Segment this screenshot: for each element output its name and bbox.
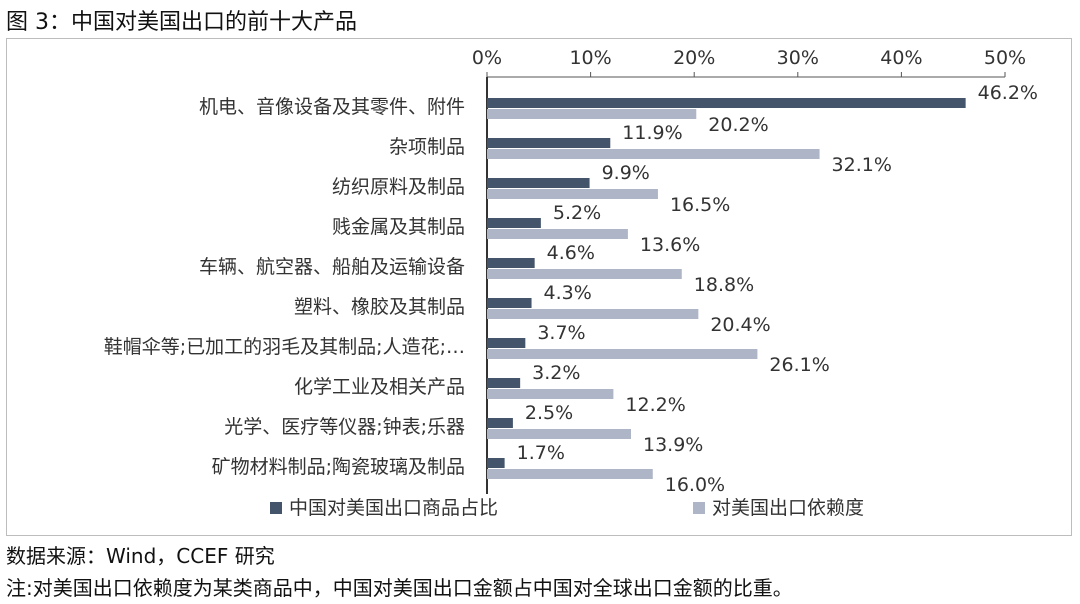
category-label: 纺织原料及制品 (332, 176, 465, 198)
data-label-dependence: 20.2% (708, 114, 768, 136)
category-label: 杂项制品 (389, 136, 465, 158)
bar-share (487, 138, 611, 148)
bar-chart: 0% 10% 20% 30% 40% 50% 机电、音像设备及其零件、附件 46.2% 20.2… (104, 47, 1038, 519)
category-label: 光学、医疗等仪器;钟表;乐器 (224, 416, 465, 438)
data-label-dependence: 18.8% (694, 274, 754, 296)
footnote: 注:对美国出口依赖度为某类商品中，中国对美国出口金额占中国对全球出口金额的比重。 (6, 576, 793, 600)
bar-dependence (487, 229, 628, 239)
x-tick-label: 30% (777, 47, 819, 69)
data-label-dependence: 32.1% (832, 154, 892, 176)
bar-dependence (487, 189, 658, 199)
legend-label-dependence: 对美国出口依赖度 (712, 497, 864, 519)
x-tick-label: 20% (673, 47, 715, 69)
bar-share (487, 338, 526, 348)
data-label-share: 3.7% (537, 322, 585, 344)
category-label: 塑料、橡胶及其制品 (294, 296, 465, 318)
bar-share (487, 178, 590, 188)
legend-swatch-dependence (693, 502, 705, 514)
bar-dependence (487, 309, 699, 319)
legend-swatch-share (270, 502, 282, 514)
bar-dependence (487, 429, 632, 439)
data-label-share: 4.3% (544, 282, 592, 304)
bar-dependence (487, 389, 614, 399)
data-label-dependence: 16.5% (670, 194, 730, 216)
bar-dependence (487, 469, 653, 479)
bar-dependence (487, 269, 682, 279)
category-label: 贱金属及其制品 (332, 216, 465, 238)
data-label-dependence: 16.0% (665, 474, 725, 496)
category-label: 机电、音像设备及其零件、附件 (199, 96, 465, 118)
data-label-dependence: 13.6% (640, 234, 700, 256)
data-label-share: 3.2% (532, 362, 580, 384)
data-label-share: 46.2% (978, 82, 1038, 104)
data-label-dependence: 20.4% (710, 314, 770, 336)
bar-share (487, 458, 505, 468)
bar-share (487, 258, 535, 268)
source-note: 数据来源：Wind，CCEF 研究 (6, 544, 275, 568)
x-tick-label: 50% (984, 47, 1026, 69)
bar-dependence (487, 149, 820, 159)
data-label-share: 4.6% (547, 242, 595, 264)
bar-share (487, 98, 966, 108)
data-label-share: 5.2% (553, 202, 601, 224)
data-label-dependence: 12.2% (625, 394, 685, 416)
x-tick-label: 0% (472, 47, 502, 69)
category-label: 车辆、航空器、船舶及运输设备 (199, 256, 465, 278)
x-tick-label: 40% (880, 47, 922, 69)
data-label-share: 9.9% (602, 162, 650, 184)
x-tick-label: 10% (569, 47, 611, 69)
bar-dependence (487, 349, 758, 359)
category-label: 鞋帽伞等;已加工的羽毛及其制品;人造花;… (104, 336, 465, 358)
figure-title: 图 3：中国对美国出口的前十大产品 (6, 10, 357, 35)
data-label-dependence: 26.1% (769, 354, 829, 376)
category-label: 化学工业及相关产品 (294, 376, 465, 398)
data-label-dependence: 13.9% (643, 434, 703, 456)
data-label-share: 1.7% (517, 442, 565, 464)
legend-label-share: 中国对美国出口商品占比 (289, 497, 498, 519)
bar-share (487, 218, 541, 228)
bar-share (487, 378, 521, 388)
data-label-share: 11.9% (622, 122, 682, 144)
data-label-share: 2.5% (525, 402, 573, 424)
bar-dependence (487, 109, 697, 119)
bar-share (487, 298, 532, 308)
chart-frame: 0% 10% 20% 30% 40% 50% 机电、音像设备及其零件、附件 46.2% 20.2… (6, 38, 1072, 536)
category-label: 矿物材料制品;陶瓷玻璃及制品 (212, 456, 465, 478)
bar-share (487, 418, 513, 428)
